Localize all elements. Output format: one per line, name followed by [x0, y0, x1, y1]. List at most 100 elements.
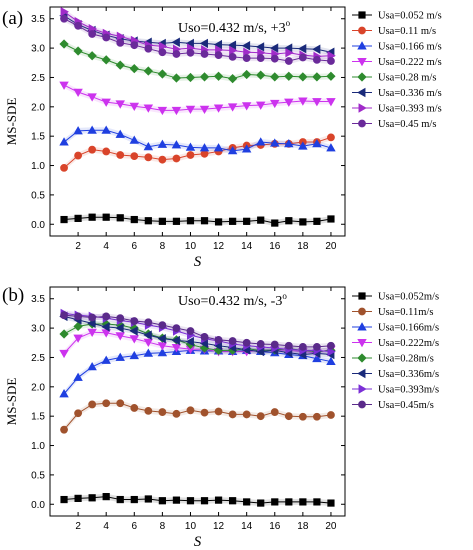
- legend-label: Usa=0.166m/s: [378, 323, 439, 334]
- x-axis-label: S: [194, 534, 202, 550]
- data-point: [227, 146, 238, 155]
- data-point: [186, 406, 195, 415]
- data-point: [74, 151, 82, 160]
- y-tick-label: 3.0: [31, 324, 45, 335]
- legend-label: Usa=0.052 m/s: [378, 11, 442, 22]
- data-point: [312, 98, 322, 107]
- data-point: [299, 218, 307, 226]
- legend-marker: [358, 384, 367, 394]
- data-point: [158, 217, 166, 225]
- legend-entry: Usa=0.393m/s: [352, 384, 439, 396]
- data-point: [144, 153, 153, 162]
- plot-frame-a: [49, 6, 346, 237]
- x-tick-label: 20: [325, 241, 337, 252]
- legend-label: Usa=0.336m/s: [378, 369, 439, 380]
- data-point: [298, 412, 307, 421]
- data-point: [101, 355, 111, 364]
- legend-entry: Usa=0.222m/s: [352, 338, 439, 349]
- data-point: [241, 41, 251, 51]
- data-point: [242, 410, 251, 419]
- legend-entry: Usa=0.393 m/s: [352, 103, 442, 115]
- x-tick-label: 6: [132, 241, 138, 252]
- x-tick-label: 14: [241, 241, 253, 252]
- data-point: [185, 105, 196, 114]
- data-point: [59, 389, 69, 398]
- legend-entry: Usa=0.336m/s: [352, 368, 439, 380]
- data-point: [284, 341, 293, 350]
- plot-area-b: 2 4 6 8 10 12 14 16 18 20 0.0 0.5 1.0 1.5 2.0 2.5 3.0 3.5…: [4, 286, 439, 550]
- data-point: [185, 142, 196, 151]
- data-point: [73, 126, 83, 135]
- data-point: [143, 141, 154, 151]
- data-point: [88, 145, 97, 154]
- data-point: [243, 217, 251, 225]
- data-point: [213, 39, 223, 50]
- data-point: [298, 53, 307, 62]
- data-point: [327, 341, 335, 350]
- data-point: [200, 333, 209, 341]
- data-point: [129, 102, 140, 112]
- data-point: [200, 50, 209, 58]
- x-tick-label: 16: [269, 241, 281, 252]
- data-point: [298, 72, 308, 82]
- legend-label: Usa=0.28 m/s: [378, 73, 436, 84]
- data-point: [172, 496, 181, 504]
- legend-marker: [357, 322, 367, 331]
- data-point: [326, 98, 336, 107]
- series-b-1: [60, 493, 335, 507]
- data-point: [171, 335, 180, 346]
- data-point: [241, 144, 252, 153]
- series-band: [64, 320, 331, 355]
- data-point: [60, 495, 68, 504]
- data-point: [116, 151, 125, 159]
- data-point: [74, 21, 82, 30]
- data-point: [101, 125, 111, 134]
- data-point: [257, 216, 265, 224]
- data-point: [186, 151, 195, 159]
- x-tick-label: 14: [241, 521, 253, 532]
- legend-entry: Usa=0.052m/s: [352, 292, 439, 303]
- panel-a: (a) Uso=0.432 m/s, +3o 2 4 6 8 10 12 14 16 18 20 0…: [2, 6, 442, 270]
- data-point: [157, 139, 168, 148]
- data-point: [327, 57, 335, 65]
- data-point: [73, 88, 83, 97]
- series-a-4: [59, 81, 336, 116]
- panel-label-a: (a): [2, 8, 23, 29]
- data-point: [229, 497, 237, 505]
- data-point: [270, 72, 280, 82]
- data-point: [172, 409, 181, 418]
- data-point: [73, 46, 83, 56]
- data-point: [59, 329, 69, 339]
- data-point: [144, 217, 152, 225]
- legend-label: Usa=0.393m/s: [378, 385, 439, 396]
- data-point: [200, 497, 209, 505]
- data-point: [129, 326, 138, 336]
- data-point: [171, 73, 182, 83]
- data-point: [327, 215, 335, 223]
- data-point: [88, 494, 96, 502]
- data-point: [102, 493, 110, 501]
- data-point: [327, 133, 335, 142]
- data-point: [199, 72, 210, 82]
- data-point: [102, 33, 111, 42]
- data-point: [200, 408, 209, 417]
- data-point: [102, 312, 111, 321]
- data-point: [326, 143, 336, 152]
- y-tick-label: 0.5: [31, 190, 45, 201]
- y-tick-label: 3.0: [31, 44, 45, 55]
- legend-entry: Usa=0.336 m/s: [352, 87, 442, 99]
- data-point: [214, 335, 223, 344]
- data-point: [241, 102, 252, 111]
- x-tick-label: 20: [325, 521, 337, 532]
- data-point: [73, 372, 83, 381]
- data-point: [88, 313, 97, 322]
- data-point: [102, 213, 110, 221]
- data-point: [229, 45, 238, 56]
- data-point: [116, 214, 124, 222]
- series-band: [64, 12, 331, 56]
- data-point: [270, 54, 279, 63]
- data-point: [229, 217, 237, 225]
- data-point: [256, 70, 266, 80]
- legend-marker: [357, 87, 366, 98]
- data-point: [186, 497, 195, 505]
